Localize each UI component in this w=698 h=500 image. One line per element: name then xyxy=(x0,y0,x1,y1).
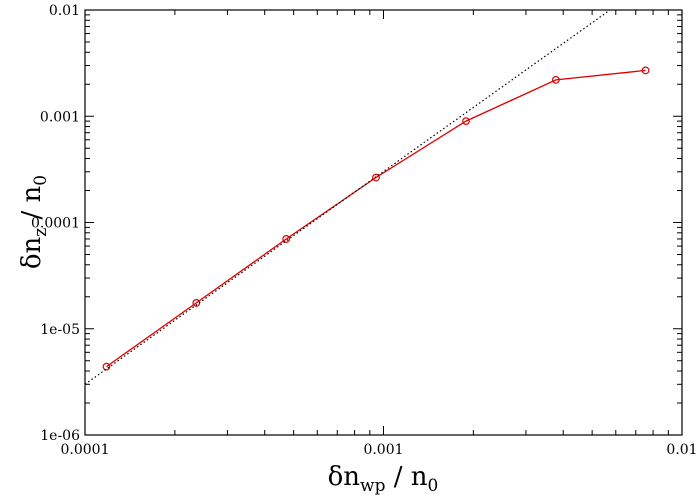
plot-frame xyxy=(84,9,683,436)
data-point xyxy=(282,235,291,243)
x-tick-label: 0.01 xyxy=(666,442,697,458)
y-axis-label: δnz / n0 xyxy=(17,175,51,269)
reference-line xyxy=(84,9,611,385)
series-line xyxy=(106,69,646,368)
y-tick-label: 1e-06 xyxy=(40,428,80,444)
data-point xyxy=(551,75,560,84)
y-tick-label: 0.0001 xyxy=(31,216,80,232)
data-point xyxy=(102,362,111,371)
data-point xyxy=(641,66,650,75)
series-layer xyxy=(84,9,650,385)
x-tick-label: 0.0001 xyxy=(61,442,110,458)
ticks xyxy=(84,9,683,436)
x-axis-label: δnwp / n0 xyxy=(328,462,439,496)
x-tick-label: 0.001 xyxy=(363,442,403,458)
data-point xyxy=(462,117,470,126)
tick-labels: 0.0001 0.001 0.01 1e-06 1e-05 0.0001 0.001 0.01 xyxy=(31,3,698,458)
y-tick-label: 0.01 xyxy=(49,3,80,19)
data-point xyxy=(372,173,380,182)
y-tick-label: 1e-05 xyxy=(40,322,80,338)
y-tick-label: 0.001 xyxy=(40,109,80,125)
